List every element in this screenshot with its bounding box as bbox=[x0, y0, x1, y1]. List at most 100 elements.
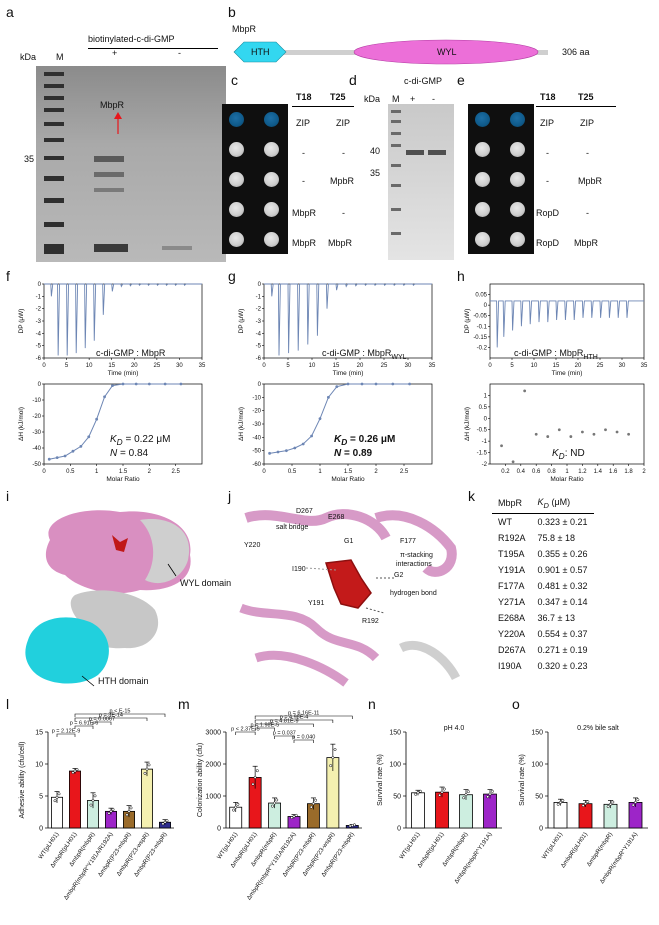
itc-raw-xtick-label: 10 bbox=[86, 363, 93, 369]
itc-fit-ylabel: ΔH (kJ/mol) bbox=[238, 407, 245, 441]
panel-label-h: h bbox=[457, 268, 465, 284]
data-point bbox=[466, 790, 470, 794]
data-point bbox=[129, 806, 133, 810]
kd-row: D267A 0.271 ± 0.19 bbox=[492, 642, 594, 658]
itc-f-kd-sub: D bbox=[116, 437, 123, 447]
itc-fit-point bbox=[546, 435, 550, 438]
data-point bbox=[490, 789, 494, 793]
spot-e-5a bbox=[475, 232, 490, 247]
salt-bridge-dash bbox=[305, 567, 337, 571]
data-point bbox=[416, 791, 420, 795]
itc-fit-xtick-label: 1.6 bbox=[609, 469, 618, 475]
p-value-label: p = 0.040 bbox=[292, 735, 315, 741]
itc-raw-xtick-label: 20 bbox=[357, 363, 364, 369]
bar-category-label: ΔmbpR(P23-mbpR) bbox=[98, 832, 133, 879]
p-value-label: p = 2.12E-9 bbox=[52, 729, 81, 735]
itc-h-title-main: c-di-GMP : MbpR bbox=[514, 348, 584, 358]
bar bbox=[578, 803, 593, 829]
bar-category-label: WT(pLH01) bbox=[541, 832, 564, 861]
gel-a-minus: - bbox=[178, 48, 181, 58]
itc-fit-xtick-label: 1.4 bbox=[594, 469, 603, 475]
itc-fit-ytick-label: 0 bbox=[484, 416, 488, 422]
itc-fit-xlabel: Molar Ratio bbox=[106, 476, 140, 482]
label-hth-domain: HTH domain bbox=[98, 676, 149, 686]
data-point bbox=[559, 800, 562, 804]
panel-label-f: f bbox=[6, 268, 10, 284]
itc-fit-xtick-label: 2 bbox=[374, 469, 378, 475]
significance-bracket bbox=[293, 739, 314, 743]
itc-raw-xtick-label: 35 bbox=[429, 363, 436, 369]
significance-bracket bbox=[56, 733, 76, 737]
itc-h-kd-sub: D bbox=[558, 451, 565, 461]
e-row5-t18: RopD bbox=[536, 238, 560, 248]
data-point bbox=[236, 802, 240, 806]
panel-label-g: g bbox=[228, 268, 236, 284]
data-point bbox=[611, 800, 615, 804]
itc-raw-xtick-label: 30 bbox=[405, 363, 412, 369]
e-row4-t25: - bbox=[586, 208, 589, 218]
bar-ylabel: Survival rate (%) bbox=[377, 754, 384, 806]
data-point bbox=[161, 822, 165, 826]
itc-fit-point bbox=[95, 417, 99, 421]
panel-label-l: l bbox=[6, 696, 10, 712]
itc-fit-xtick-label: 0.8 bbox=[547, 469, 556, 475]
itc-fit-xtick-label: 1.5 bbox=[119, 469, 128, 475]
significance-bracket bbox=[254, 727, 275, 731]
strand-1 bbox=[239, 603, 380, 662]
binding-site-cartoon bbox=[236, 498, 462, 694]
bar-category-label: ΔmbpR(mbpR) bbox=[442, 832, 470, 868]
itc-fit-ytick-label: -2 bbox=[482, 462, 488, 468]
bar-ylabel: Adhesive ability (cfu/cell) bbox=[19, 741, 26, 818]
data-point bbox=[636, 798, 640, 802]
panel-label-m: m bbox=[178, 696, 190, 712]
panel-label-n: n bbox=[368, 696, 376, 712]
bar-title: 0.2% bile salt bbox=[577, 725, 619, 732]
itc-raw-trace bbox=[264, 283, 432, 356]
itc-raw-xlabel: Time (min) bbox=[108, 370, 139, 377]
itc-fit-ytick-label: -40 bbox=[32, 446, 41, 452]
itc-g-n-symbol: N bbox=[334, 448, 342, 459]
itc-h-title: c-di-GMP : MbpRHTH bbox=[514, 348, 598, 361]
e-row2-t25: - bbox=[586, 148, 589, 158]
itc-raw-xtick-label: 0 bbox=[488, 363, 492, 369]
domain-diagram bbox=[233, 39, 548, 65]
p-value-label: p = 0.037 bbox=[273, 731, 296, 737]
itc-raw-ytick-label: -0.2 bbox=[477, 345, 488, 351]
significance-bracket bbox=[254, 723, 314, 727]
spot-c-5b bbox=[264, 232, 279, 247]
c-row3-t25: MpbR bbox=[330, 176, 355, 186]
bar-title: pH 4.0 bbox=[444, 725, 465, 732]
itc-fit-xlabel: Molar Ratio bbox=[550, 476, 584, 482]
plate-e bbox=[468, 104, 534, 254]
itc-raw-ylabel: DP (μW) bbox=[18, 309, 25, 334]
itc-raw-ytick-label: 0.05 bbox=[475, 293, 487, 299]
itc-raw-ytick-label: -0.15 bbox=[473, 335, 487, 341]
p-value-label: p = 0.0067 bbox=[89, 717, 115, 723]
itc-fit-xlabel: Molar Ratio bbox=[331, 476, 365, 482]
data-point bbox=[147, 763, 151, 767]
significance-bracket bbox=[74, 717, 148, 721]
itc-raw-xtick-label: 15 bbox=[108, 363, 115, 369]
spot-e-4b bbox=[510, 202, 525, 217]
data-point bbox=[143, 771, 147, 775]
panel-label-o: o bbox=[512, 696, 520, 712]
kd-row-name: Y191A bbox=[498, 564, 526, 575]
itc-h-title-sub: HTH bbox=[583, 353, 598, 361]
data-point bbox=[273, 801, 277, 805]
c-row4-t25: - bbox=[342, 208, 345, 218]
c-row1-t25: ZIP bbox=[336, 118, 351, 128]
itc-fit-point bbox=[408, 382, 411, 386]
p-value-label: p < 2.37E-5 bbox=[231, 727, 260, 733]
bar bbox=[553, 802, 568, 829]
itc-fit-point bbox=[627, 432, 630, 436]
data-point bbox=[329, 764, 333, 768]
data-point bbox=[270, 804, 274, 808]
kd-row: E268A 36.7 ± 13 bbox=[492, 610, 594, 626]
kd-table: MbpR KD (μM) WT 0.323 ± 0.21 R192A 75.8 ± … bbox=[492, 494, 594, 674]
bar-ytick-label: 50 bbox=[393, 794, 401, 801]
itc-raw-trace bbox=[490, 300, 644, 348]
kd-row: Y191A 0.901 ± 0.57 bbox=[492, 562, 594, 578]
itc-f-n-value: = 0.84 bbox=[120, 448, 149, 459]
res-d267: D267 bbox=[296, 508, 313, 515]
data-point bbox=[55, 795, 59, 799]
